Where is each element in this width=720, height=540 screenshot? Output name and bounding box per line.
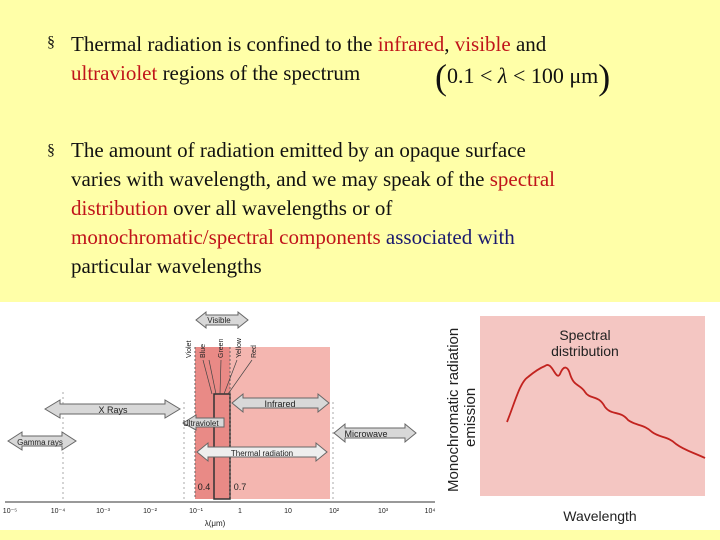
- spectrum-figure: X Rays Gamma rays Ultraviolet Infrared M…: [0, 302, 720, 530]
- formula-symbol: λ: [497, 63, 508, 88]
- formula-upper: 100 μm: [530, 63, 599, 88]
- highlight-visible: visible: [454, 32, 511, 56]
- green-label: Green: [218, 338, 225, 358]
- highlight-components: monochromatic/spectral components: [71, 225, 381, 249]
- ultraviolet-label: Ultraviolet: [183, 419, 219, 428]
- highlight-spectral: spectral: [489, 167, 555, 191]
- infrared-label: Infrared: [264, 399, 295, 409]
- wavelength-label: Wavelength: [563, 508, 636, 524]
- spectrum-diagram: X Rays Gamma rays Ultraviolet Infrared M…: [3, 310, 706, 528]
- text-span: and: [510, 32, 547, 56]
- svg-text:10⁴: 10⁴: [425, 508, 436, 515]
- spectral-title-1: Spectral: [559, 327, 610, 343]
- visible-label: Visible: [207, 316, 231, 325]
- svg-text:10⁻³: 10⁻³: [96, 508, 110, 515]
- xrays-label: X Rays: [98, 405, 128, 415]
- svg-text:10⁻²: 10⁻²: [143, 508, 157, 515]
- lambda-0.7-label: 0.7: [234, 482, 247, 492]
- svg-text:10²: 10²: [329, 508, 340, 515]
- x-axis-label: λ(μm): [205, 519, 226, 528]
- spectral-plot-area: [480, 316, 705, 496]
- y-label-line-2: emission: [462, 388, 479, 447]
- violet-label: Violet: [186, 341, 193, 358]
- ultraviolet-arrow: [181, 414, 225, 431]
- text-span: varies with wavelength, and we may speak…: [71, 167, 490, 191]
- thermal-label: Thermal radiation: [231, 449, 293, 458]
- formula-lower: 0.1: [447, 63, 475, 88]
- svg-text:10⁻⁴: 10⁻⁴: [51, 508, 66, 515]
- gamma-arrow: [7, 431, 77, 451]
- microwave-label: Microwave: [344, 429, 387, 439]
- x-axis-ticks: 10⁻⁵ 10⁻⁴ 10⁻³ 10⁻² 10⁻¹ 1 10 10² 10³ 10…: [3, 508, 436, 515]
- visible-arrow: [195, 310, 249, 330]
- xrays-arrow: [44, 399, 181, 419]
- svg-text:10: 10: [284, 508, 292, 515]
- spectral-curve: [506, 364, 706, 459]
- bullet-2-text: The amount of radiation emitted by an op…: [71, 136, 691, 281]
- text-line: particular wavelengths: [71, 254, 262, 278]
- svg-text:1: 1: [238, 508, 242, 515]
- highlight-distribution: distribution: [71, 196, 168, 220]
- infrared-arrow: [231, 392, 330, 414]
- lambda-0.4-label: 0.4: [198, 482, 211, 492]
- text-span: Thermal radiation is confined to the: [71, 32, 378, 56]
- wavelength-range-formula: (0.1 < λ < 100 μm): [435, 57, 611, 97]
- highlight-infrared: infrared: [377, 32, 445, 56]
- text-span: associated with: [380, 225, 515, 249]
- text-span: over all wavelengths or of: [167, 196, 393, 220]
- bullet-marker: §: [47, 34, 55, 51]
- svg-text:10⁻¹: 10⁻¹: [189, 508, 203, 515]
- text-span: ,: [444, 32, 455, 56]
- blue-label: Blue: [200, 344, 207, 358]
- y-label-line-1: Monochromatic radiation: [445, 328, 462, 492]
- microwave-arrow: [333, 422, 417, 444]
- text-span: regions of the spectrum: [157, 61, 361, 85]
- bullet-1-text: Thermal radiation is confined to the inf…: [71, 30, 681, 88]
- yellow-label: Yellow: [236, 337, 243, 358]
- thermal-arrow: [196, 441, 328, 463]
- spectral-title-2: distribution: [551, 343, 619, 359]
- highlight-ultraviolet: ultraviolet: [71, 61, 158, 85]
- svg-text:10³: 10³: [378, 508, 389, 515]
- svg-text:10⁻⁵: 10⁻⁵: [3, 508, 17, 515]
- red-label: Red: [251, 345, 258, 358]
- text-line: The amount of radiation emitted by an op…: [71, 138, 526, 162]
- gamma-label: Gamma rays: [17, 438, 63, 447]
- bullet-marker: §: [47, 142, 55, 159]
